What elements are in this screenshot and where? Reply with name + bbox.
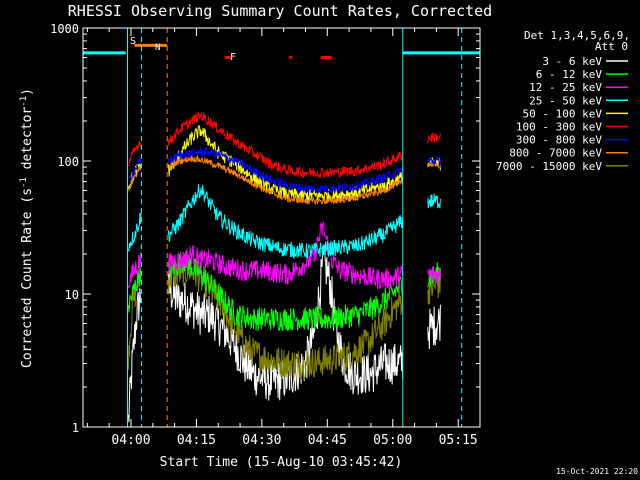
marker-layer: S N F bbox=[83, 28, 480, 427]
y-axis: 1 10 100 1000 bbox=[50, 22, 480, 435]
flag-marker-label: F bbox=[230, 52, 236, 63]
footer-timestamp: 15-Oct-2021 22:20 bbox=[556, 467, 638, 476]
x-tick-label: 04:45 bbox=[308, 433, 347, 448]
x-tick-label: 05:00 bbox=[373, 433, 412, 448]
series-line bbox=[127, 183, 441, 260]
chart-title: RHESSI Observing Summary Count Rates, Co… bbox=[68, 2, 492, 20]
x-tick-label: 05:15 bbox=[439, 433, 478, 448]
series-line bbox=[127, 221, 441, 289]
legend-header-line-2: Att 0 bbox=[595, 40, 628, 53]
series-line bbox=[127, 250, 441, 332]
y-tick-label: 10 bbox=[65, 288, 79, 302]
legend-label: 6 - 12 keV bbox=[536, 68, 603, 81]
legend-label: 300 - 800 keV bbox=[516, 134, 602, 147]
series-line bbox=[128, 146, 441, 194]
legend-label: 25 - 50 keV bbox=[529, 94, 602, 107]
legend-label: 800 - 7000 keV bbox=[509, 147, 602, 160]
x-axis-label: Start Time (15-Aug-10 03:45:42) bbox=[160, 455, 403, 470]
y-axis-label: Corrected Count Rate (s-1 detector-1) bbox=[19, 88, 35, 368]
x-tick-label: 04:15 bbox=[177, 433, 216, 448]
legend-label: 12 - 25 keV bbox=[529, 81, 602, 94]
x-tick-label: 04:30 bbox=[242, 433, 281, 448]
legend-label: 50 - 100 keV bbox=[523, 107, 603, 120]
x-axis: 04:00 04:15 04:30 04:45 05:00 05:15 bbox=[86, 28, 481, 448]
plot-frame bbox=[82, 27, 481, 428]
y-tick-label: 1 bbox=[72, 421, 79, 435]
flag-marker-label: N bbox=[155, 43, 160, 53]
y-tick-label: 100 bbox=[57, 155, 79, 169]
legend-label: 7000 - 15000 keV bbox=[496, 160, 602, 173]
series-layer bbox=[127, 111, 441, 423]
legend-label: 100 - 300 keV bbox=[516, 121, 602, 134]
series-line bbox=[127, 111, 441, 180]
flag-marker-label: S bbox=[130, 36, 136, 47]
legend-label: 3 - 6 keV bbox=[542, 55, 602, 68]
legend-header-line-1: Det 1,3,4,5,6,9, bbox=[524, 29, 630, 42]
y-tick-label: 1000 bbox=[50, 22, 79, 36]
x-tick-label: 04:00 bbox=[111, 433, 150, 448]
